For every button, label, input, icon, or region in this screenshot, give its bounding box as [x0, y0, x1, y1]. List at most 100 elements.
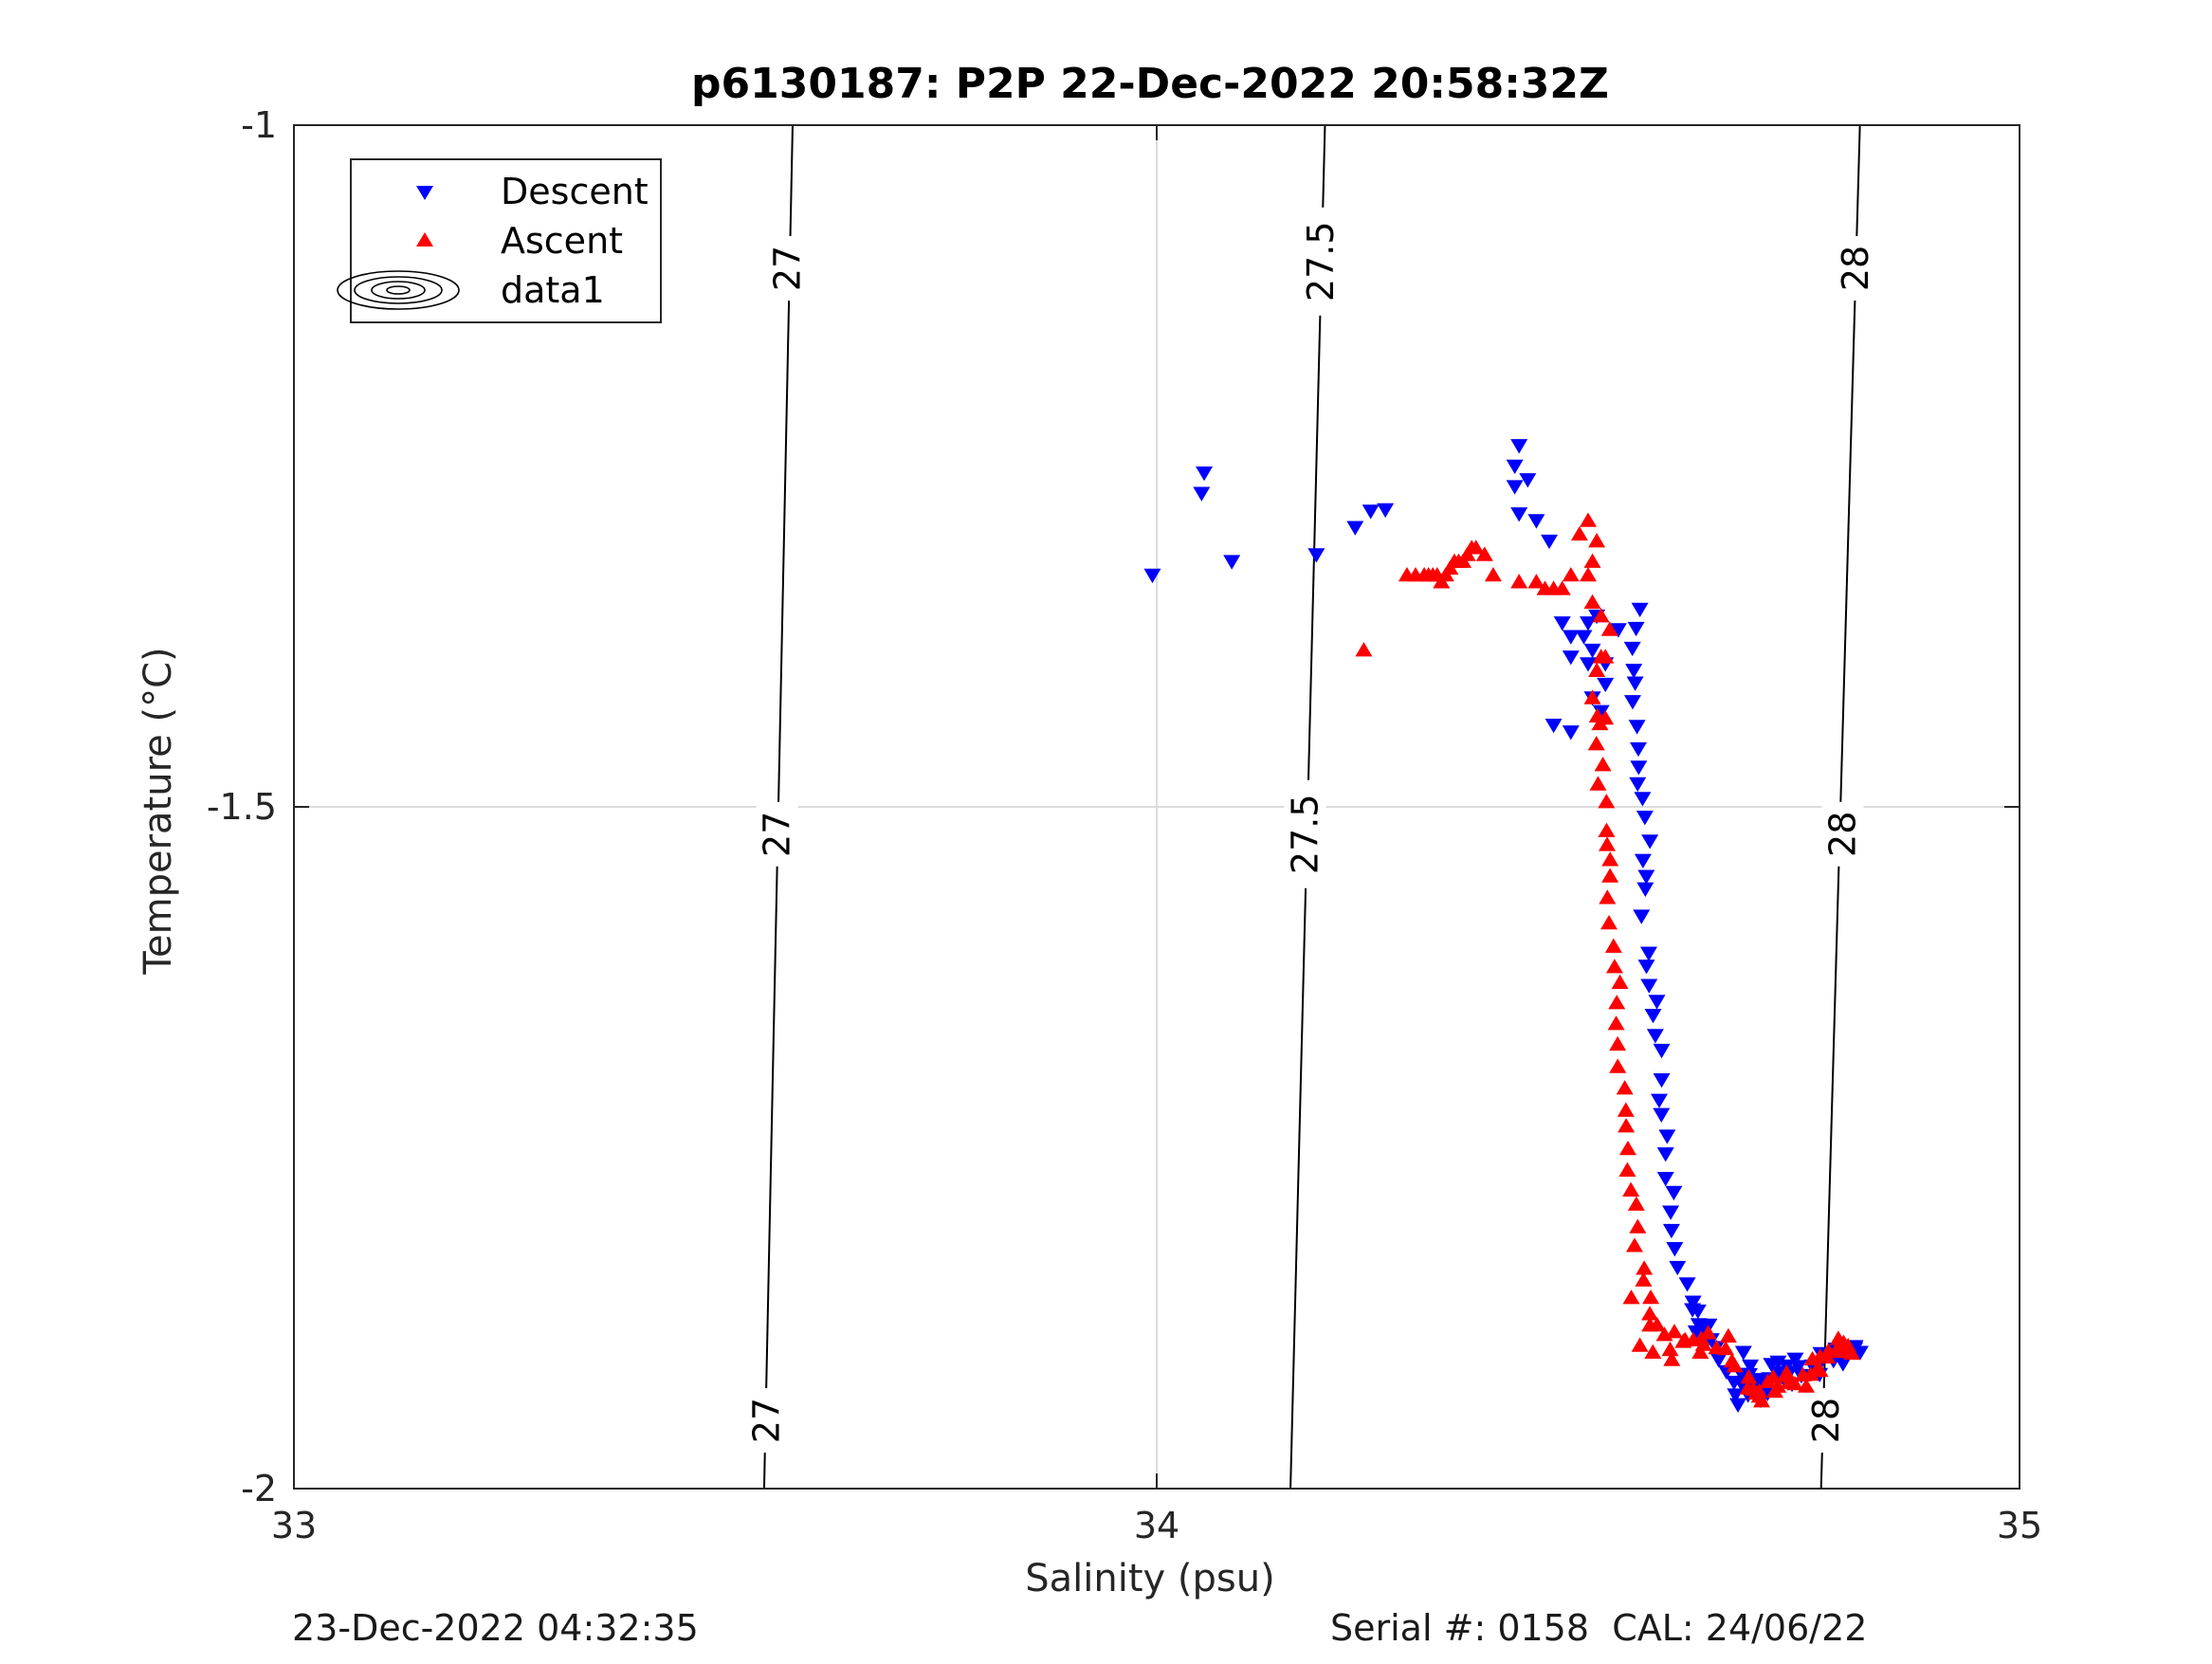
footer-serial-cal: Serial #: 0158 CAL: 24/06/22 [1330, 1607, 1868, 1649]
descent-point [1362, 504, 1380, 520]
descent-point [1769, 1355, 1787, 1371]
descent-point [1628, 720, 1646, 735]
ascent-point [1829, 1330, 1847, 1345]
contour-label: 27.5 [1300, 221, 1342, 302]
ascent-point [1583, 594, 1601, 610]
ascent-point [1553, 580, 1571, 595]
contour-label: 27.5 [1285, 794, 1326, 874]
descent-point [1725, 1375, 1743, 1391]
x-tick-label: 33 [271, 1505, 317, 1546]
y-tick-label: -1 [241, 104, 277, 146]
ascent-point [1591, 715, 1609, 731]
ascent-point [1600, 621, 1618, 636]
descent-point [1307, 548, 1325, 563]
descent-point [1143, 568, 1161, 584]
descent-point [1734, 1345, 1752, 1361]
data-points [1143, 439, 1869, 1413]
descent-point [1636, 811, 1654, 826]
descent-point [1786, 1352, 1804, 1367]
descent-point [1580, 657, 1597, 672]
descent-point [1636, 882, 1654, 897]
descent-point [1678, 1277, 1696, 1292]
contour-label: 27 [746, 1398, 788, 1443]
ascent-point [1355, 642, 1373, 657]
descent-point [1637, 869, 1655, 885]
ascent-point [1803, 1350, 1821, 1366]
descent-point [1562, 650, 1580, 666]
ascent-point [1811, 1362, 1829, 1378]
isopycnal-contours: 27 27 27 27.5 27.5 28 28 28 [745, 124, 1877, 1490]
descent-point [1631, 602, 1649, 618]
legend-contour-ring [337, 270, 460, 310]
ascent-point [1484, 566, 1502, 582]
descent-point [1687, 1325, 1705, 1341]
footer-timestamp: 23-Dec-2022 04:32:35 [292, 1607, 699, 1649]
descent-point [1553, 616, 1571, 631]
ascent-point [1583, 553, 1601, 568]
descent-point [1510, 507, 1528, 522]
contour-label: 27 [767, 246, 809, 291]
descent-point [1626, 676, 1644, 691]
descent-point [1609, 623, 1627, 638]
ascent-point [1625, 1237, 1643, 1253]
y-axis-label: Temperature (°C) [137, 647, 180, 975]
ascent-point [1618, 1118, 1636, 1133]
contour-label-gap [1805, 1388, 1848, 1454]
ascent-point [1592, 649, 1610, 664]
legend-contour-ring [371, 281, 426, 300]
ascent-point [1588, 662, 1606, 677]
ascent-point [1622, 1181, 1640, 1197]
ascent-point [1467, 539, 1485, 555]
ascent-point [1594, 757, 1612, 772]
ascent-point [1618, 1161, 1636, 1177]
contour-label-gap [756, 801, 798, 867]
descent-point [1742, 1359, 1760, 1375]
ascent-point [1618, 1140, 1636, 1156]
ascent-point [1527, 574, 1545, 589]
descent-point [1634, 792, 1652, 807]
ascent-point [1583, 689, 1601, 704]
descent-point [1196, 466, 1214, 482]
descent-point [1634, 853, 1652, 869]
chart-title: p6130187: P2P 22-Dec-2022 20:58:32Z [691, 60, 1609, 108]
ascent-point [1611, 974, 1629, 989]
ascent-point [1798, 1378, 1816, 1393]
descent-point [1629, 777, 1647, 793]
ascent-point [1562, 566, 1580, 582]
ascent-point [1599, 836, 1617, 851]
x-axis-label: Salinity (psu) [1025, 1557, 1274, 1600]
descent-point [1729, 1398, 1747, 1413]
contour-label: 28 [1805, 1398, 1847, 1443]
ascent-point [1607, 1015, 1625, 1031]
ascent-point [1570, 525, 1588, 541]
descent-point [1641, 834, 1659, 850]
descent-point [1669, 1260, 1687, 1276]
descent-point [1377, 503, 1395, 519]
descent-point [1851, 1345, 1869, 1361]
descent-point [1623, 641, 1641, 657]
legend-label: data1 [501, 269, 605, 311]
descent-point [1510, 439, 1528, 454]
ascent-point [1843, 1344, 1861, 1361]
legend-contour-ring [386, 285, 411, 295]
ascent-point [1786, 1376, 1804, 1391]
contour-label: 28 [1821, 812, 1863, 857]
descent-point [1637, 960, 1655, 975]
ascent-point [1587, 736, 1605, 751]
contour-label: 27 [757, 812, 798, 857]
ascent-point [1644, 1344, 1662, 1359]
contour-label-gap [1821, 801, 1864, 867]
descent-point [1597, 677, 1615, 693]
ascent-point [1601, 851, 1619, 867]
ascent-point [1636, 1260, 1654, 1275]
y-tick-label: -1.5 [207, 786, 277, 828]
descent-point [1562, 630, 1580, 645]
descent-point [1656, 1147, 1674, 1162]
descent-point [1689, 1304, 1707, 1320]
ascent-point [1691, 1344, 1709, 1359]
ascent-point [1580, 512, 1597, 527]
descent-point [1627, 621, 1645, 637]
ascent-point [1475, 546, 1493, 561]
descent-point [1562, 725, 1580, 741]
descent-point [1592, 704, 1610, 720]
